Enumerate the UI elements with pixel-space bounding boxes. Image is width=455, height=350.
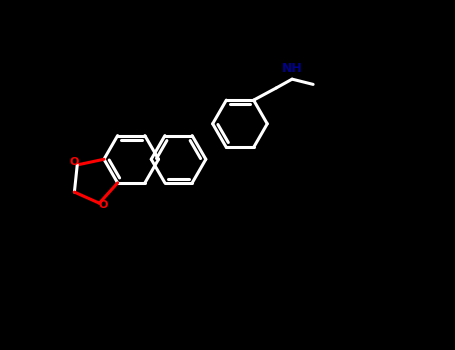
Text: NH: NH: [282, 62, 303, 75]
Text: O: O: [70, 157, 79, 167]
Text: O: O: [98, 200, 107, 210]
